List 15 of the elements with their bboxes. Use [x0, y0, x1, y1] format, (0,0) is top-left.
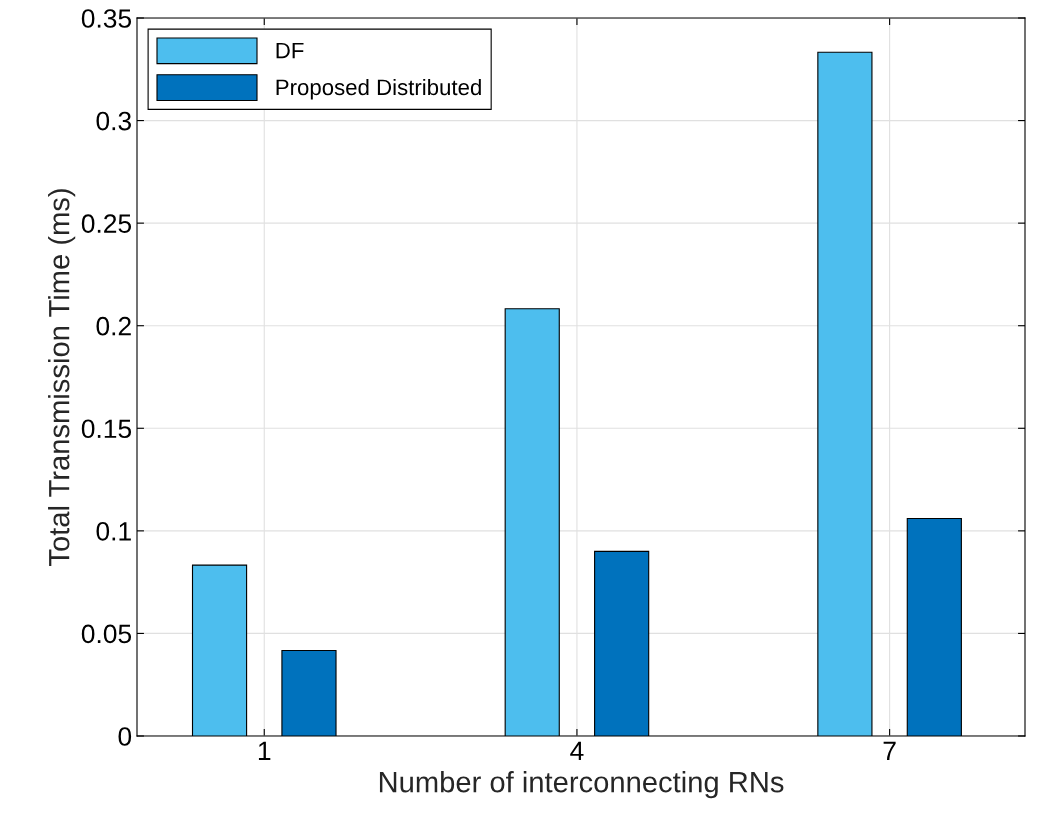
x-tick-label: 7	[883, 741, 896, 760]
y-tick-label: 0.15	[81, 419, 132, 439]
x-tick-label: 1	[258, 741, 271, 760]
legend-label: Proposed Distributed	[276, 78, 481, 100]
legend-label: DF	[276, 42, 304, 59]
y-axis-title: Total Transmission Time (ms)	[48, 189, 76, 566]
y-tick-label: 0.3	[96, 111, 131, 131]
y-tick-label: 0.25	[81, 214, 132, 233]
y-tick-label: 0.2	[96, 316, 131, 336]
y-tick-label: 0.35	[81, 9, 132, 28]
y-tick-label: 0.1	[96, 521, 131, 541]
x-tick-label: 4	[570, 741, 584, 760]
y-tick-label: 0	[118, 727, 132, 746]
x-axis-title: Number of interconnecting RNs	[379, 771, 784, 799]
y-tick-label: 0.05	[81, 624, 132, 644]
